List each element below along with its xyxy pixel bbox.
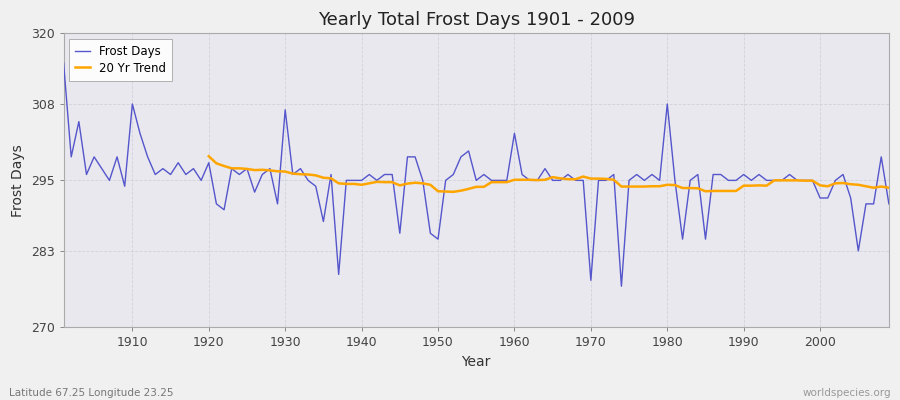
20 Yr Trend (860, 184, 871, 189)
Frost Days (616, 284, 626, 288)
Text: worldspecies.org: worldspecies.org (803, 388, 891, 398)
20 Yr Trend (792, 178, 803, 183)
Frost Days (333, 272, 344, 277)
Frost Days (287, 172, 298, 177)
Text: Latitude 67.25 Longitude 23.25: Latitude 67.25 Longitude 23.25 (9, 388, 174, 398)
Frost Days (509, 131, 520, 136)
Frost Days (884, 202, 895, 206)
Frost Days (120, 184, 130, 189)
Line: Frost Days: Frost Days (64, 63, 889, 286)
20 Yr Trend (448, 190, 459, 194)
Legend: Frost Days, 20 Yr Trend: Frost Days, 20 Yr Trend (69, 39, 172, 81)
20 Yr Trend (685, 186, 696, 190)
X-axis label: Year: Year (462, 355, 490, 369)
Frost Days (600, 178, 611, 183)
Frost Days (501, 178, 512, 183)
20 Yr Trend (410, 180, 420, 185)
20 Yr Trend (295, 172, 306, 177)
20 Yr Trend (884, 185, 895, 190)
Line: 20 Yr Trend: 20 Yr Trend (209, 156, 889, 192)
20 Yr Trend (203, 154, 214, 159)
Y-axis label: Frost Days: Frost Days (11, 144, 25, 217)
Frost Days (58, 60, 69, 65)
Title: Yearly Total Frost Days 1901 - 2009: Yearly Total Frost Days 1901 - 2009 (318, 11, 634, 29)
20 Yr Trend (777, 178, 788, 183)
